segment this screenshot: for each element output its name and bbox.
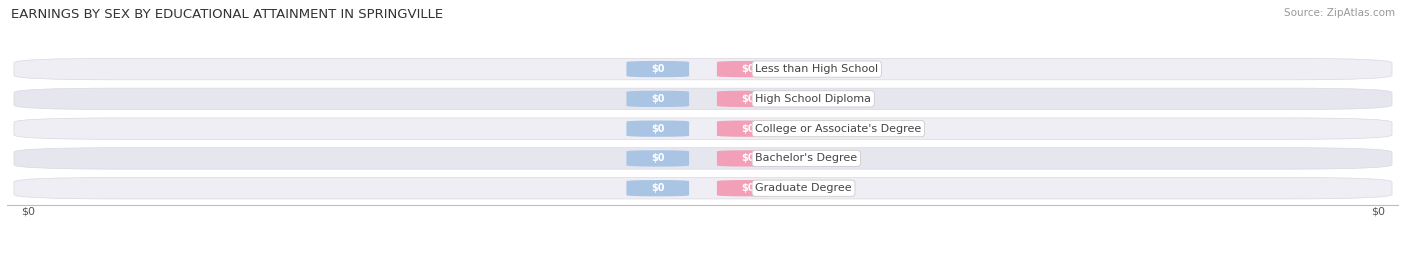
FancyBboxPatch shape: [14, 177, 1392, 199]
Text: $0: $0: [651, 153, 665, 163]
Text: EARNINGS BY SEX BY EDUCATIONAL ATTAINMENT IN SPRINGVILLE: EARNINGS BY SEX BY EDUCATIONAL ATTAINMEN…: [11, 8, 443, 21]
Text: Source: ZipAtlas.com: Source: ZipAtlas.com: [1284, 8, 1395, 18]
FancyBboxPatch shape: [717, 121, 779, 137]
FancyBboxPatch shape: [717, 180, 779, 196]
FancyBboxPatch shape: [14, 58, 1392, 80]
Text: $0: $0: [651, 94, 665, 104]
Text: $0: $0: [21, 206, 35, 216]
FancyBboxPatch shape: [627, 61, 689, 77]
FancyBboxPatch shape: [14, 88, 1392, 110]
FancyBboxPatch shape: [14, 148, 1392, 169]
FancyBboxPatch shape: [627, 121, 689, 137]
FancyBboxPatch shape: [627, 180, 689, 196]
FancyBboxPatch shape: [717, 150, 779, 167]
Text: $0: $0: [651, 183, 665, 193]
Text: $0: $0: [741, 64, 755, 74]
Text: $0: $0: [741, 183, 755, 193]
FancyBboxPatch shape: [627, 91, 689, 107]
Text: $0: $0: [741, 94, 755, 104]
Text: Bachelor's Degree: Bachelor's Degree: [755, 153, 858, 163]
Text: $0: $0: [1371, 206, 1385, 216]
Text: $0: $0: [651, 124, 665, 134]
Text: High School Diploma: High School Diploma: [755, 94, 872, 104]
Text: Graduate Degree: Graduate Degree: [755, 183, 852, 193]
FancyBboxPatch shape: [717, 91, 779, 107]
Legend: Male, Female: Male, Female: [644, 267, 762, 268]
Text: Less than High School: Less than High School: [755, 64, 879, 74]
Text: $0: $0: [741, 124, 755, 134]
FancyBboxPatch shape: [717, 61, 779, 77]
FancyBboxPatch shape: [627, 150, 689, 167]
Text: College or Associate's Degree: College or Associate's Degree: [755, 124, 921, 134]
Text: $0: $0: [741, 153, 755, 163]
FancyBboxPatch shape: [14, 118, 1392, 139]
Text: $0: $0: [651, 64, 665, 74]
